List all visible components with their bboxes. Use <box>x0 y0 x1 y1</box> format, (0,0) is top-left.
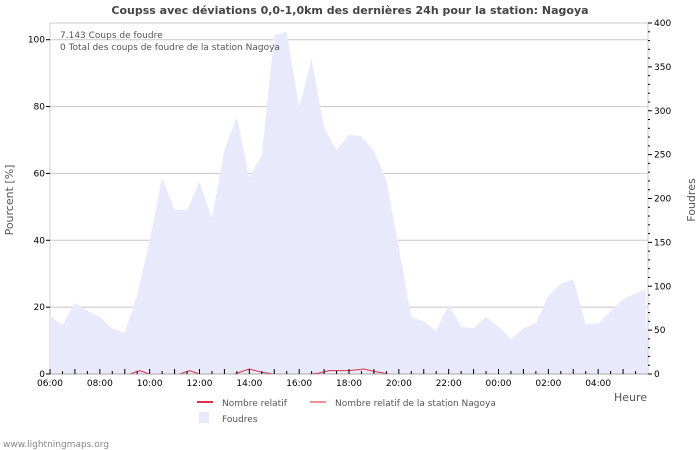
info-line-station: 0 Total des coups de foudre de la statio… <box>60 43 280 53</box>
y-left-tick-label: 80 <box>34 103 46 113</box>
y-right-tick-label: 200 <box>654 195 671 205</box>
footer-link[interactable]: www.lightningmaps.org <box>3 440 109 450</box>
y-left-tick-label: 100 <box>28 36 45 46</box>
y-left-tick-label: 20 <box>34 303 46 313</box>
x-tick-label: 10:00 <box>137 379 163 389</box>
x-tick-label: 22:00 <box>436 379 462 389</box>
x-tick-label: 12:00 <box>187 379 213 389</box>
x-tick-label: 18:00 <box>336 379 362 389</box>
y-right-tick-label: 100 <box>654 282 671 292</box>
x-tick-label: 20:00 <box>386 379 412 389</box>
y-right-tick-label: 350 <box>654 63 671 73</box>
y-right-tick-label: 150 <box>654 238 671 248</box>
y-left-tick-label: 0 <box>39 370 45 380</box>
chart-title: Coupss avec déviations 0,0-1,0km des der… <box>111 4 588 17</box>
x-tick-label: 04:00 <box>585 379 611 389</box>
x-tick-label: 06:00 <box>37 379 63 389</box>
legend-foudres-swatch <box>199 412 209 423</box>
y-right-tick-label: 250 <box>654 151 671 161</box>
legend-foudres: Foudres <box>222 415 258 425</box>
y-right-tick-label: 300 <box>654 107 671 117</box>
relative-line <box>129 370 150 375</box>
x-axis-label: Heure <box>614 391 647 404</box>
x-tick-label: 14:00 <box>236 379 262 389</box>
y-right-tick-label: 50 <box>654 326 666 336</box>
y-right-label: Foudres <box>685 178 698 222</box>
x-tick-label: 16:00 <box>286 379 312 389</box>
y-right-tick-label: 400 <box>654 19 671 29</box>
x-tick-label: 00:00 <box>486 379 512 389</box>
info-line-strikes: 7.143 Coups de foudre <box>60 31 163 41</box>
y-left-tick-label: 60 <box>34 169 46 179</box>
y-right-tick-label: 0 <box>654 370 660 380</box>
legend-station: Nombre relatif de la station Nagoya <box>335 399 496 409</box>
foudres-area <box>50 31 648 375</box>
x-tick-label: 08:00 <box>87 379 113 389</box>
x-tick-label: 02:00 <box>535 379 561 389</box>
relative-line <box>179 370 200 375</box>
y-left-tick-label: 40 <box>34 236 46 246</box>
y-left-label: Pourcent [%] <box>3 165 16 236</box>
legend-relative: Nombre relatif <box>222 399 288 409</box>
